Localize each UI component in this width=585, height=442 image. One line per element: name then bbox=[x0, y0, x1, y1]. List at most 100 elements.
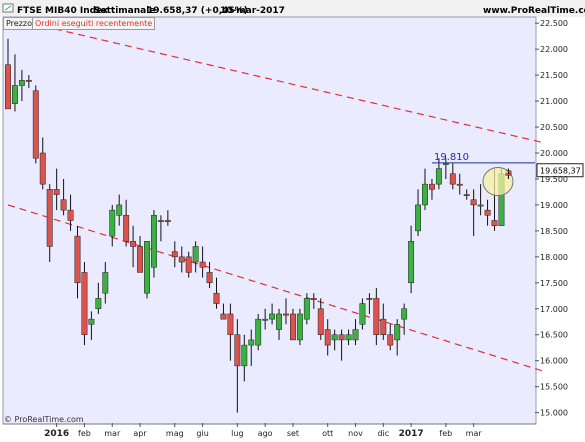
tab-price[interactable]: Prezzo bbox=[3, 17, 36, 30]
x-tick-label: set bbox=[287, 429, 299, 438]
candle-body bbox=[415, 204, 422, 232]
x-tick-label: apr bbox=[133, 429, 147, 438]
header-symbol: FTSE MIB40 Index bbox=[17, 6, 108, 16]
candle-body bbox=[505, 173, 512, 176]
candle-body bbox=[484, 209, 491, 216]
candle-body bbox=[234, 334, 241, 367]
last-price-box bbox=[536, 163, 584, 178]
candle-body bbox=[303, 298, 310, 320]
y-tick-label: 20.500 bbox=[540, 123, 568, 132]
candle-body bbox=[290, 313, 296, 341]
candle-body bbox=[144, 241, 150, 294]
candle-body bbox=[255, 318, 262, 346]
y-tick-label: 22.000 bbox=[540, 45, 568, 54]
candle-body bbox=[171, 251, 178, 258]
y-tick-label: 19.000 bbox=[540, 201, 568, 210]
candle-body bbox=[151, 215, 157, 268]
candle-body bbox=[345, 334, 352, 341]
candle-body bbox=[164, 220, 171, 222]
candle-body bbox=[25, 80, 32, 82]
x-tick-label: feb bbox=[78, 429, 91, 438]
y-tick-label: 21.500 bbox=[540, 71, 568, 80]
trendline bbox=[7, 17, 544, 144]
candle-body bbox=[18, 80, 25, 86]
candle-body bbox=[192, 246, 199, 263]
y-tick-label: 15.500 bbox=[540, 383, 568, 392]
x-tick-label: lug bbox=[231, 429, 243, 438]
candle-body bbox=[359, 303, 366, 325]
candle-body bbox=[53, 189, 60, 195]
candle-body bbox=[137, 246, 144, 273]
candle-body bbox=[178, 256, 185, 263]
plot-area bbox=[2, 16, 537, 425]
candle-body bbox=[185, 256, 192, 273]
candle-body bbox=[206, 272, 213, 284]
tab-recent-orders[interactable]: Ordini eseguiti recentemente bbox=[32, 17, 156, 30]
candle-body bbox=[401, 308, 408, 320]
candle-body bbox=[32, 90, 39, 159]
header-site: www.ProRealTime.com bbox=[483, 6, 585, 16]
candle-body bbox=[276, 313, 283, 330]
candle-body bbox=[116, 204, 123, 216]
x-tick-label: 2016 bbox=[44, 429, 69, 439]
candle-body bbox=[39, 152, 46, 185]
candle-body bbox=[213, 292, 220, 304]
candle-body bbox=[331, 334, 338, 341]
candle-body bbox=[296, 313, 303, 341]
y-tick-label: 16.000 bbox=[540, 357, 568, 366]
y-tick-label: 17.000 bbox=[540, 305, 568, 314]
candle-body bbox=[109, 209, 116, 237]
candle-body bbox=[442, 163, 449, 165]
candle-body bbox=[248, 339, 255, 346]
candle-body bbox=[317, 308, 324, 335]
candle-body bbox=[157, 220, 164, 222]
last-price-label: 19.658,37 bbox=[540, 167, 581, 176]
y-tick-label: 22.500 bbox=[540, 19, 568, 28]
candle-body bbox=[477, 204, 484, 207]
copyright-text: © ProRealTime.com bbox=[4, 415, 84, 424]
candle-body bbox=[380, 318, 387, 335]
x-tick-label: nov bbox=[348, 429, 363, 438]
candle-body bbox=[310, 298, 317, 300]
candle-body bbox=[408, 241, 415, 284]
candle-body bbox=[456, 183, 463, 186]
candle-body bbox=[102, 272, 109, 294]
header-last-change: 19.658,37 (+0,45%) bbox=[147, 6, 248, 16]
level-label: 19.810 bbox=[434, 152, 469, 163]
x-tick-label: giu bbox=[196, 429, 208, 438]
candle-body bbox=[352, 329, 359, 341]
x-tick-label: dic bbox=[377, 429, 389, 438]
candle-body bbox=[5, 64, 11, 110]
candle-body bbox=[46, 189, 53, 247]
x-tick-label: mar bbox=[466, 429, 483, 438]
candle-body bbox=[338, 334, 345, 341]
trendline bbox=[7, 204, 544, 372]
candle-body bbox=[81, 272, 88, 335]
candle-body bbox=[394, 324, 401, 341]
candle-body bbox=[373, 298, 380, 335]
candle-body bbox=[435, 168, 442, 185]
candle-body bbox=[199, 261, 206, 268]
candle-body bbox=[12, 85, 18, 104]
candle-body bbox=[88, 318, 95, 325]
x-tick-label: 2017 bbox=[399, 429, 424, 439]
candle-body bbox=[470, 199, 477, 206]
x-tick-label: mag bbox=[166, 429, 184, 438]
candle-body bbox=[123, 215, 130, 242]
y-tick-label: 19.500 bbox=[540, 175, 568, 184]
y-tick-label: 18.500 bbox=[540, 227, 568, 236]
y-tick-label: 20.000 bbox=[540, 149, 568, 158]
header-icon bbox=[2, 3, 14, 13]
candle-body bbox=[324, 329, 331, 346]
candle-body bbox=[227, 313, 234, 335]
candle-body bbox=[491, 220, 498, 226]
y-tick-label: 21.000 bbox=[540, 97, 568, 106]
candle-body bbox=[449, 173, 456, 185]
candle-body bbox=[283, 313, 289, 316]
y-tick-label: 17.500 bbox=[540, 279, 568, 288]
candle-body bbox=[387, 334, 394, 346]
header-timeframe: Settimanale bbox=[94, 6, 155, 16]
y-tick-label: 18.000 bbox=[540, 253, 568, 262]
candle-body bbox=[262, 318, 269, 321]
